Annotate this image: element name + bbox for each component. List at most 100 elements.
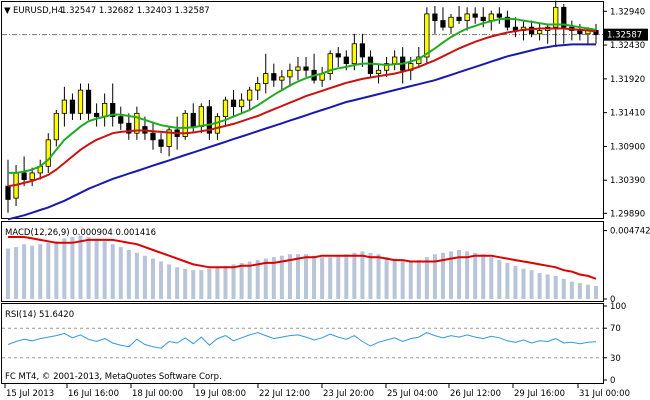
chart-title-marker: ▼ — [4, 6, 11, 16]
time-axis-tick-label: 16 Jul 16:00 — [68, 389, 119, 399]
price-level-group: 1.32587 — [2, 28, 648, 41]
candle-bull — [45, 139, 51, 167]
macd-histogram-bar — [38, 244, 43, 299]
candle-bull — [464, 13, 470, 21]
candle-bear — [496, 13, 502, 18]
candle-bull — [77, 89, 84, 114]
candle-bull — [424, 13, 430, 58]
macd-histogram-bar — [585, 284, 590, 299]
macd-histogram-bar — [376, 254, 381, 299]
candle-bull — [279, 76, 285, 81]
macd-histogram-bar — [126, 249, 131, 299]
macd-histogram-bar — [569, 281, 574, 299]
rsi-axis-tick-label: 0 — [610, 376, 615, 386]
time-axis-tick-label: 19 Jul 08:00 — [195, 389, 246, 399]
candle-bull — [102, 102, 108, 118]
moving-average-line — [7, 43, 596, 221]
macd-histogram-bar — [199, 270, 204, 299]
moving-average-line — [8, 17, 597, 174]
rsi-label: RSI(14) 51.6420 — [5, 310, 74, 320]
macd-histogram-bar — [54, 241, 59, 299]
candle-bull — [553, 6, 559, 28]
candle-bear — [456, 16, 462, 21]
macd-histogram-bar — [489, 257, 494, 299]
macd-histogram-bar — [449, 251, 454, 299]
macd-axis-tick-label: 0.004742 — [610, 227, 650, 237]
candle-bull — [375, 69, 382, 74]
price-axis-tick-label: 1.32430 — [610, 41, 645, 51]
macd-histogram-bar — [279, 255, 284, 299]
candle-bear — [271, 73, 277, 81]
macd-histogram-bar — [392, 258, 397, 299]
macd-histogram-bar — [14, 247, 19, 299]
price-axis-tick-label: 1.31410 — [610, 109, 645, 119]
macd-histogram-bar — [239, 262, 244, 299]
macd-histogram-bar — [30, 245, 35, 299]
candle-bear — [5, 185, 11, 200]
macd-histogram-bar — [344, 254, 349, 299]
macd-histogram-bar — [6, 248, 10, 299]
macd-histogram-bar — [505, 262, 510, 299]
macd-histogram-bar — [481, 254, 486, 299]
candle-bear — [432, 13, 438, 21]
candle-bear — [335, 53, 341, 58]
macd-histogram-bar — [271, 257, 276, 299]
candle-bull — [255, 83, 261, 91]
candle-bull — [247, 89, 253, 101]
macd-histogram-bar — [440, 252, 445, 299]
macd-histogram-bar — [424, 257, 429, 299]
candle-bull — [29, 172, 35, 180]
candle-bull — [351, 43, 357, 65]
candle-bear — [230, 99, 237, 108]
time-axis-tick-label: 25 Jul 04:00 — [387, 389, 438, 399]
macd-histogram-bar — [102, 241, 107, 299]
candle-bull — [214, 116, 221, 134]
moving-average-lines — [7, 17, 597, 221]
macd-histogram-bar — [497, 260, 502, 299]
macd-histogram-bar — [304, 254, 309, 299]
candle-bear — [69, 99, 76, 114]
candle-bear — [504, 16, 511, 28]
macd-axis-tick-label: 0 — [610, 295, 615, 305]
candle-bear — [126, 122, 132, 134]
candle-bull — [488, 13, 494, 21]
macd-histogram-bar — [22, 244, 27, 299]
candle-bear — [303, 66, 309, 71]
price-axis-tick-label: 1.31920 — [610, 75, 645, 85]
moving-average-line — [7, 27, 597, 188]
macd-histogram-bar — [86, 236, 91, 299]
candle-bull — [537, 30, 543, 35]
macd-signal-line — [8, 236, 597, 280]
candle-bear — [359, 43, 366, 58]
candle-bull — [134, 112, 140, 134]
ohlc-header: 1.32547 1.32682 1.32403 1.32587 — [61, 6, 210, 16]
candle-bear — [190, 112, 196, 127]
time-axis-tick-label: 29 Jul 16:00 — [514, 389, 565, 399]
price-panel-frame — [1, 1, 604, 219]
macd-histogram-bar — [62, 238, 67, 299]
candle-bear — [150, 132, 156, 141]
macd-histogram-bar — [320, 257, 325, 299]
macd-histogram-bar — [352, 252, 357, 299]
candle-bear — [110, 102, 116, 118]
macd-histogram-bar — [142, 255, 147, 299]
candle-bull — [222, 99, 229, 118]
price-axis-tick-label: 1.30390 — [610, 176, 645, 186]
macd-label: MACD(12,26,9) 0.000904 0.001416 — [5, 228, 156, 238]
current-price-label: 1.32587 — [607, 31, 642, 41]
macd-histogram-bar — [70, 236, 75, 299]
candle-bear — [118, 116, 124, 124]
macd-histogram-bar — [150, 258, 155, 299]
macd-histogram-bar — [312, 255, 317, 299]
macd-histogram-bar — [159, 261, 164, 299]
rsi-group — [2, 327, 603, 359]
rsi-axis-tick-label: 30 — [610, 354, 621, 364]
price-axis-tick-label: 1.29890 — [610, 209, 645, 219]
rsi-axis-tick-label: 70 — [610, 324, 621, 334]
macd-histogram-bar — [432, 254, 437, 299]
candle-bear — [21, 172, 27, 180]
macd-histogram-bar — [263, 258, 268, 299]
rsi-panel-frame — [1, 303, 604, 384]
candle-bear — [158, 139, 164, 147]
